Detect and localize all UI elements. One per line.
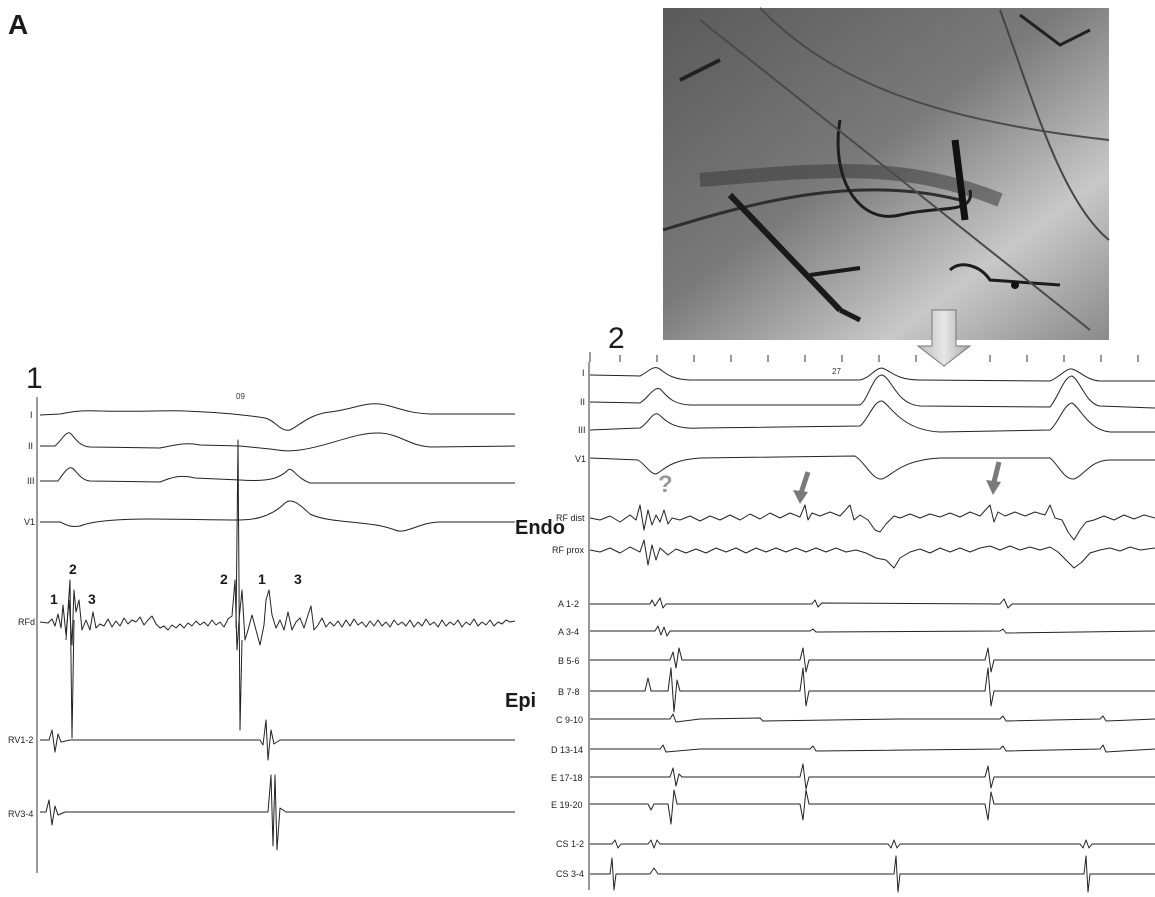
p1-lead-V1: V1 — [24, 517, 35, 527]
question-mark: ? — [658, 471, 673, 498]
panel-2-marker: 27 — [832, 367, 841, 376]
p1-trace-RV3-4 — [40, 774, 515, 851]
p2-lead-RF-dist: RF dist — [556, 513, 585, 523]
p2-trace-RF-dist — [589, 504, 1155, 541]
p1-trace-RV1-2 — [40, 719, 515, 761]
p1-spike-2 — [65, 579, 75, 739]
p1-lead-RV3-4: RV3-4 — [8, 809, 33, 819]
time-ruler — [589, 352, 1139, 362]
p2-trace-E19-20 — [590, 789, 1155, 825]
p2-lead-A3-4: A 3-4 — [558, 627, 579, 637]
p2-lead-V1: V1 — [575, 454, 586, 464]
p1-trace-II — [40, 432, 516, 452]
p2-trace-I — [589, 367, 1155, 382]
down-arrow-icon — [916, 309, 972, 367]
p1-label-3a: 3 — [88, 591, 96, 607]
p2-trace-V1 — [589, 455, 1155, 480]
p2-trace-C9-10 — [590, 713, 1155, 723]
p2-trace-A1-2 — [590, 597, 1155, 609]
p2-lead-CS3-4: CS 3-4 — [556, 869, 584, 879]
p2-trace-E17-18 — [590, 763, 1155, 790]
p2-lead-B7-8: B 7-8 — [558, 687, 580, 697]
p2-lead-III: III — [578, 425, 586, 435]
p1-trace-III — [40, 467, 515, 484]
fluoroscopy-image — [662, 7, 1110, 340]
p2-trace-CS3-4 — [590, 855, 1155, 893]
p2-lead-A1-2: A 1-2 — [558, 599, 579, 609]
p2-lead-RF-prox: RF prox — [552, 545, 585, 555]
p2-lead-C9-10: C 9-10 — [556, 715, 583, 725]
p1-label-3b: 3 — [294, 571, 302, 587]
panel-letter: A — [8, 9, 28, 40]
p1-label-1b: 1 — [258, 571, 266, 587]
epi-label: Epi — [505, 690, 536, 712]
p1-lead-III: III — [27, 476, 35, 486]
p1-label-2b: 2 — [220, 571, 228, 587]
p2-lead-E19-20: E 19-20 — [551, 800, 583, 810]
p2-trace-II — [589, 374, 1155, 409]
p2-lead-E17-18: E 17-18 — [551, 773, 583, 783]
p2-trace-A3-4 — [590, 625, 1155, 637]
p1-spike — [235, 439, 243, 731]
panel-1-marker: 09 — [236, 392, 245, 401]
p2-lead-CS1-2: CS 1-2 — [556, 839, 584, 849]
p2-lead-B5-6: B 5-6 — [558, 656, 580, 666]
p1-label-1a: 1 — [50, 591, 58, 607]
panel-1-number: 1 — [26, 362, 43, 395]
p2-trace-B5-6 — [590, 647, 1155, 673]
p2-lead-D13-14: D 13-14 — [551, 745, 583, 755]
p1-lead-II: II — [28, 441, 33, 451]
p1-label-2a: 2 — [69, 561, 77, 577]
p2-trace-RF-prox — [589, 539, 1155, 569]
p2-trace-B7-8 — [590, 667, 1155, 713]
arrow-down-icon-1 — [793, 471, 811, 504]
p2-lead-I: I — [582, 368, 585, 378]
p1-trace-RFd — [39, 579, 516, 651]
p1-lead-RV1-2: RV1-2 — [8, 735, 33, 745]
arrow-down-icon-2 — [986, 461, 1002, 495]
p2-lead-II: II — [580, 397, 585, 407]
p2-trace-CS1-2 — [590, 839, 1155, 849]
p1-lead-RFd: RFd — [18, 617, 35, 627]
p2-trace-D13-14 — [590, 744, 1155, 753]
p1-trace-I — [39, 403, 515, 431]
endo-label: Endo — [515, 517, 565, 539]
p1-trace-V1 — [40, 500, 515, 532]
panel-2-number: 2 — [608, 322, 625, 355]
p2-trace-III — [589, 400, 1155, 433]
p1-lead-I: I — [30, 410, 33, 420]
